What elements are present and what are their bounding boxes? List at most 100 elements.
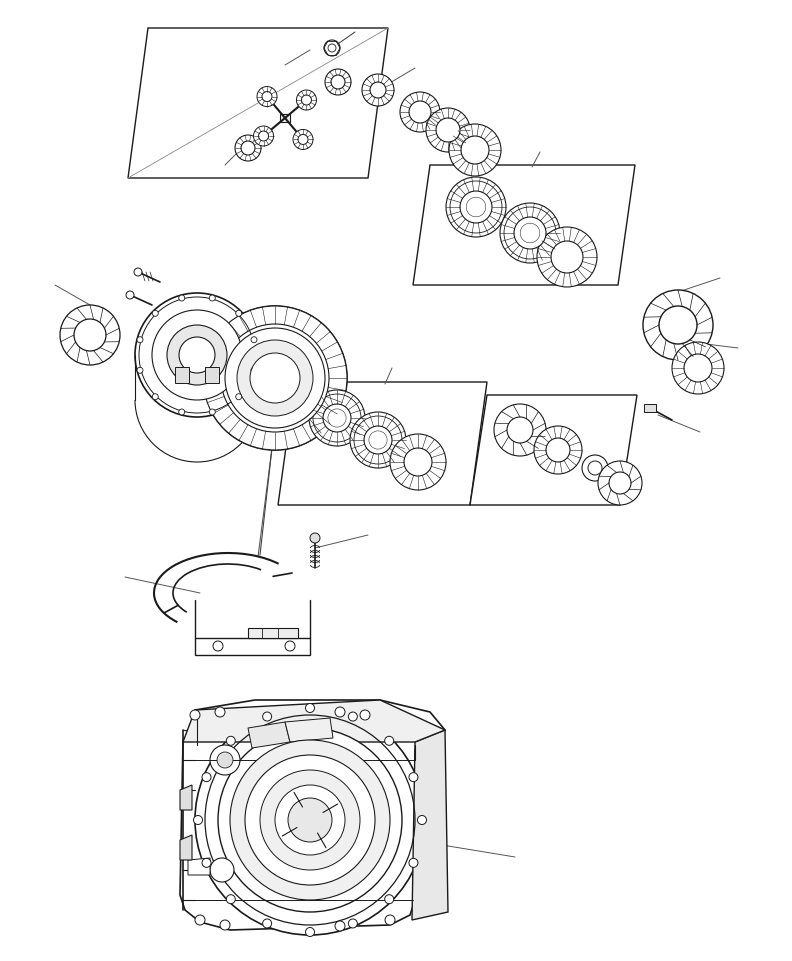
Circle shape — [426, 108, 470, 152]
Circle shape — [450, 181, 502, 233]
Circle shape — [520, 223, 540, 243]
Circle shape — [507, 417, 533, 443]
Circle shape — [385, 895, 394, 903]
Circle shape — [236, 394, 242, 400]
Circle shape — [225, 328, 325, 428]
Circle shape — [546, 438, 570, 462]
Circle shape — [390, 434, 446, 490]
Circle shape — [195, 915, 205, 925]
Circle shape — [309, 390, 365, 446]
Circle shape — [152, 394, 158, 400]
Circle shape — [360, 710, 370, 720]
Circle shape — [179, 337, 215, 373]
Circle shape — [409, 858, 418, 868]
Circle shape — [369, 431, 387, 449]
Circle shape — [190, 710, 200, 720]
Circle shape — [335, 707, 345, 717]
Circle shape — [582, 455, 608, 481]
Circle shape — [203, 306, 347, 450]
Circle shape — [446, 177, 506, 237]
Circle shape — [203, 306, 347, 450]
Circle shape — [348, 712, 357, 721]
Circle shape — [302, 95, 311, 105]
Circle shape — [237, 340, 313, 416]
Circle shape — [235, 135, 261, 161]
Circle shape — [313, 394, 361, 442]
Circle shape — [210, 745, 240, 775]
Circle shape — [588, 461, 602, 475]
Circle shape — [534, 426, 582, 474]
Circle shape — [262, 91, 272, 102]
Circle shape — [672, 342, 724, 394]
Circle shape — [258, 131, 268, 141]
Circle shape — [598, 461, 642, 505]
Circle shape — [179, 409, 185, 415]
Circle shape — [227, 736, 235, 746]
Polygon shape — [470, 395, 637, 505]
Circle shape — [350, 412, 406, 468]
Circle shape — [417, 816, 427, 825]
Circle shape — [220, 920, 230, 930]
Circle shape — [310, 533, 320, 543]
Circle shape — [466, 197, 485, 217]
Circle shape — [215, 707, 225, 717]
Polygon shape — [128, 28, 388, 178]
Circle shape — [293, 130, 313, 150]
Circle shape — [500, 203, 560, 263]
Circle shape — [306, 927, 314, 937]
Polygon shape — [413, 165, 635, 285]
Polygon shape — [644, 404, 656, 412]
Circle shape — [348, 919, 357, 928]
Circle shape — [537, 227, 597, 287]
Circle shape — [323, 404, 351, 432]
Circle shape — [400, 92, 440, 132]
Circle shape — [245, 755, 375, 885]
Circle shape — [263, 712, 272, 721]
Circle shape — [137, 367, 143, 373]
Circle shape — [167, 325, 227, 385]
Circle shape — [257, 86, 277, 107]
Circle shape — [643, 290, 713, 360]
Circle shape — [209, 409, 215, 415]
Circle shape — [202, 773, 211, 781]
Circle shape — [253, 126, 273, 146]
Circle shape — [210, 858, 234, 882]
Circle shape — [60, 305, 120, 365]
Circle shape — [504, 207, 556, 259]
Polygon shape — [278, 382, 487, 505]
Circle shape — [328, 408, 346, 427]
Polygon shape — [183, 700, 445, 742]
Circle shape — [461, 136, 489, 164]
Circle shape — [250, 353, 300, 403]
Circle shape — [331, 75, 345, 89]
Circle shape — [152, 310, 242, 400]
Polygon shape — [180, 785, 192, 810]
Circle shape — [288, 798, 332, 842]
Circle shape — [285, 641, 295, 651]
Circle shape — [385, 736, 394, 746]
Polygon shape — [248, 628, 298, 638]
Circle shape — [409, 101, 431, 123]
Circle shape — [230, 740, 390, 900]
Circle shape — [325, 69, 351, 95]
Circle shape — [659, 306, 697, 344]
Circle shape — [74, 319, 106, 351]
Polygon shape — [180, 700, 445, 930]
Polygon shape — [175, 367, 189, 383]
Circle shape — [306, 703, 314, 712]
Circle shape — [385, 915, 395, 925]
Circle shape — [328, 44, 336, 52]
Circle shape — [370, 82, 386, 98]
Circle shape — [404, 448, 432, 476]
Polygon shape — [248, 722, 290, 748]
Circle shape — [213, 641, 223, 651]
Circle shape — [275, 785, 345, 855]
Circle shape — [298, 135, 308, 144]
Circle shape — [609, 472, 631, 494]
Circle shape — [354, 416, 402, 464]
Circle shape — [179, 295, 185, 301]
Polygon shape — [280, 114, 290, 122]
Circle shape — [324, 40, 340, 56]
Circle shape — [217, 752, 233, 768]
Circle shape — [135, 293, 259, 417]
